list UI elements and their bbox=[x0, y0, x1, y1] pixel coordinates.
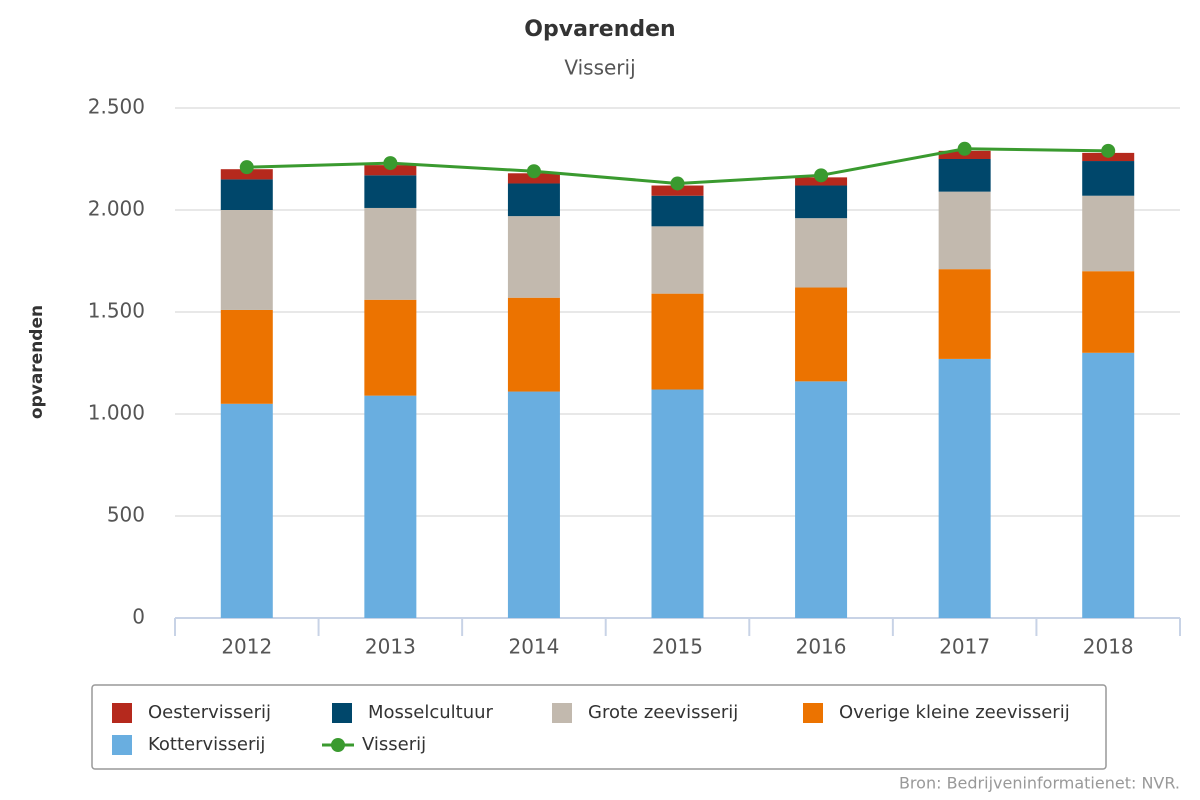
source-note: Bron: Bedrijveninformatienet: NVR. bbox=[899, 774, 1180, 793]
bar-segment bbox=[651, 185, 704, 196]
bar-segment bbox=[220, 210, 273, 310]
chart-subtitle: Visserij bbox=[564, 56, 635, 80]
line-point bbox=[526, 164, 541, 179]
legend-swatch bbox=[112, 735, 132, 755]
legend-label: Mosselcultuur bbox=[368, 702, 494, 723]
x-tick-label: 2012 bbox=[221, 635, 272, 659]
bar-segment bbox=[651, 293, 704, 390]
legend-label: Overige kleine zeevisserij bbox=[839, 702, 1070, 723]
bar-segment bbox=[507, 216, 560, 298]
bar-segment bbox=[938, 191, 991, 270]
bar-segment bbox=[507, 297, 560, 392]
bar-segment bbox=[651, 195, 704, 227]
bar-segment bbox=[507, 391, 560, 618]
y-tick-label: 0 bbox=[132, 605, 145, 629]
bar-segment bbox=[507, 183, 560, 217]
line-point bbox=[670, 176, 685, 191]
bar-segment bbox=[364, 175, 417, 208]
legend-swatch bbox=[803, 703, 823, 723]
bar-segment bbox=[795, 287, 848, 382]
x-tick-label: 2017 bbox=[939, 635, 990, 659]
y-tick-label: 1.000 bbox=[88, 401, 145, 425]
bar-segment bbox=[795, 185, 848, 219]
y-axis-title: opvarenden bbox=[27, 305, 47, 419]
y-tick-label: 1.500 bbox=[88, 299, 145, 323]
bar-segment bbox=[220, 309, 273, 404]
bar-segment bbox=[938, 159, 991, 192]
chart-title: Opvarenden bbox=[524, 17, 675, 42]
bar-segment bbox=[364, 299, 417, 396]
x-tick-label: 2016 bbox=[796, 635, 847, 659]
line-point bbox=[814, 168, 829, 183]
bar-segment bbox=[938, 358, 991, 618]
line-point bbox=[239, 160, 254, 175]
bar-segment bbox=[364, 165, 417, 176]
bar-segment bbox=[1082, 352, 1135, 618]
legend-swatch bbox=[112, 703, 132, 723]
y-tick-label: 2.500 bbox=[88, 95, 145, 119]
x-tick-label: 2013 bbox=[365, 635, 416, 659]
bar-segment bbox=[1082, 271, 1135, 353]
line-point bbox=[957, 141, 972, 156]
y-tick-label: 2.000 bbox=[88, 197, 145, 221]
bar-segment bbox=[651, 226, 704, 294]
bar-segment bbox=[364, 395, 417, 618]
bar-segment bbox=[1082, 195, 1135, 272]
bar-segment bbox=[220, 179, 273, 210]
bar-segment bbox=[795, 381, 848, 618]
bar-segment bbox=[364, 207, 417, 300]
legend-label: Kottervisserij bbox=[148, 734, 265, 755]
bar-segment bbox=[220, 403, 273, 618]
legend-label: Grote zeevisserij bbox=[588, 702, 738, 723]
bar-segment bbox=[938, 269, 991, 359]
x-tick-label: 2015 bbox=[652, 635, 703, 659]
legend-marker bbox=[331, 738, 345, 752]
legend-swatch bbox=[332, 703, 352, 723]
bar-segment bbox=[507, 173, 560, 184]
line-point bbox=[383, 156, 398, 171]
bar-segment bbox=[1082, 161, 1135, 196]
y-tick-label: 500 bbox=[107, 503, 145, 527]
legend-swatch bbox=[552, 703, 572, 723]
legend-label: Oestervisserij bbox=[148, 702, 271, 723]
bar-segment bbox=[220, 169, 273, 180]
bar-segment bbox=[651, 389, 704, 618]
legend-box bbox=[91, 684, 1107, 770]
x-tick-label: 2018 bbox=[1083, 635, 1134, 659]
bar-segment bbox=[795, 218, 848, 288]
legend-label: Visserij bbox=[362, 734, 426, 755]
x-tick-label: 2014 bbox=[508, 635, 559, 659]
line-point bbox=[1101, 143, 1116, 158]
